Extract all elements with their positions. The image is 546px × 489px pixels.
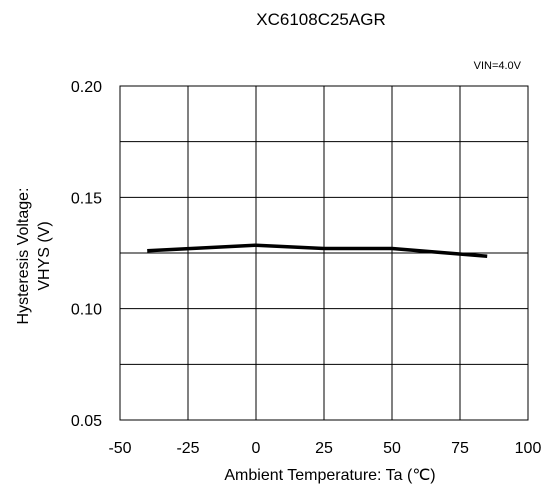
x-tick-label: -50 xyxy=(108,440,131,457)
y-axis-label-line1: Hysteresis Voltage: xyxy=(15,188,32,325)
x-tick-label: 100 xyxy=(515,440,542,457)
y-tick-label: 0.10 xyxy=(71,302,102,319)
x-tick-label: -25 xyxy=(176,440,199,457)
y-tick-label: 0.20 xyxy=(71,79,102,96)
x-tick-label: 50 xyxy=(383,440,401,457)
series-line xyxy=(147,243,488,259)
y-tick-label: 0.05 xyxy=(71,413,102,430)
x-tick-label: 75 xyxy=(451,440,469,457)
y-axis-label-line2: VHYS (V) xyxy=(36,221,53,290)
series-layer xyxy=(147,243,488,259)
chart-title: XC6108C25AGR xyxy=(256,10,385,29)
x-tick-label: 0 xyxy=(252,440,261,457)
x-tick-labels: -50 -25 0 25 50 75 100 xyxy=(108,440,541,457)
plot-frame xyxy=(119,85,529,421)
y-tick-labels: 0.05 0.10 0.15 0.20 xyxy=(71,79,102,430)
y-tick-label: 0.15 xyxy=(71,190,102,207)
x-axis-label: Ambient Temperature: Ta (℃) xyxy=(224,467,435,484)
x-tick-label: 25 xyxy=(315,440,333,457)
test-condition: VIN=4.0V xyxy=(474,60,522,72)
